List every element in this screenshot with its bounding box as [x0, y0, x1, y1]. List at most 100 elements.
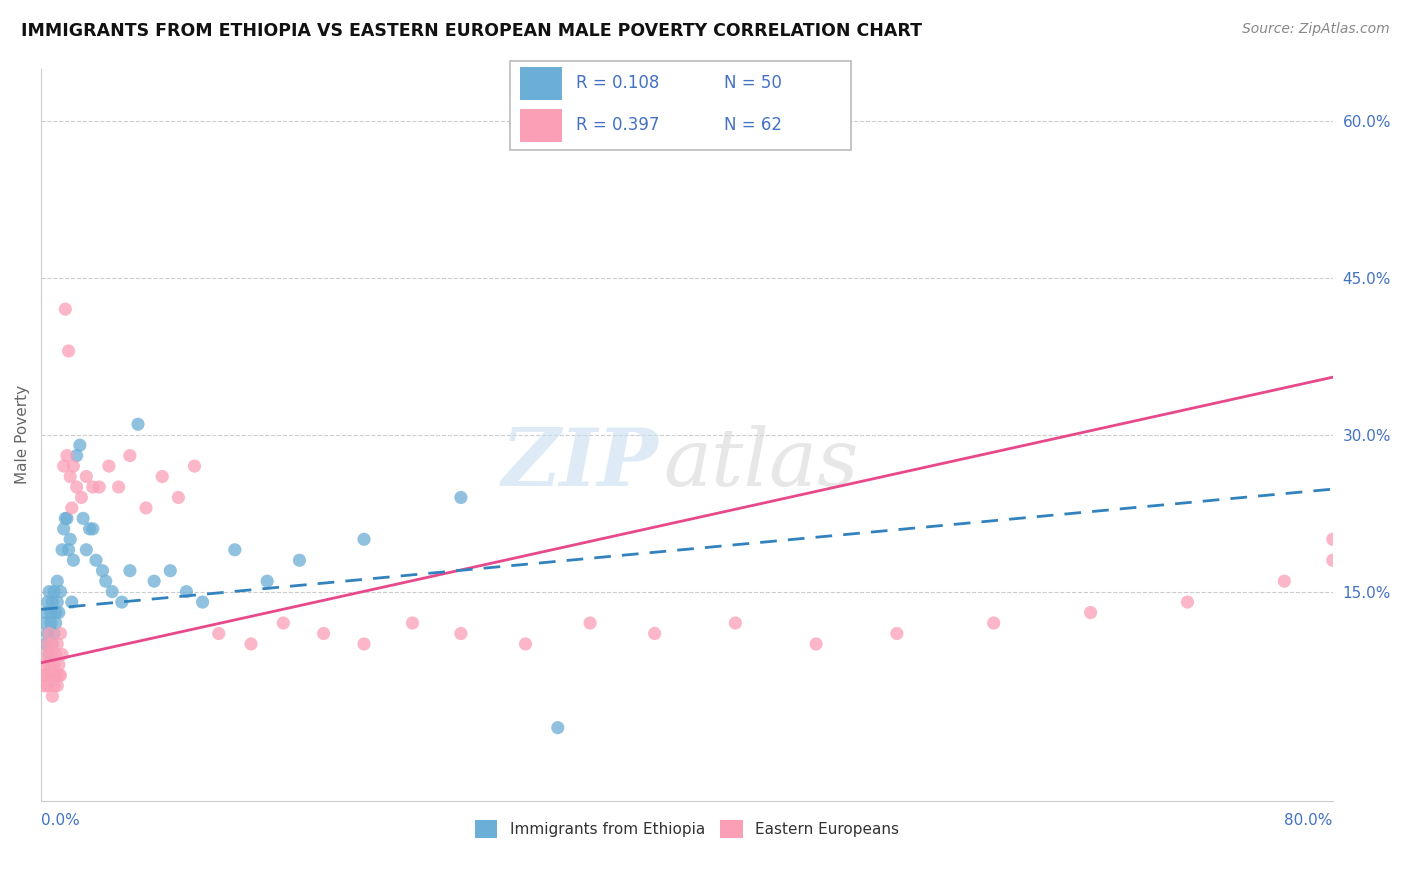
Point [37, 637, 59, 651]
Point [46, 595, 69, 609]
Point [127, 417, 149, 432]
Point [51, 648, 73, 662]
Point [41, 637, 63, 651]
Point [94, 574, 117, 589]
Point [159, 564, 181, 578]
Point [41, 595, 63, 609]
Point [46, 637, 69, 651]
Point [91, 564, 114, 578]
Text: ZIP: ZIP [502, 425, 658, 503]
Point [1272, 574, 1295, 589]
Point [41, 690, 63, 704]
Point [49, 584, 72, 599]
Point [39, 648, 62, 662]
Point [118, 564, 141, 578]
Point [48, 668, 70, 682]
Point [59, 533, 82, 547]
Point [118, 449, 141, 463]
Point [35, 668, 58, 682]
Point [39, 615, 62, 630]
Text: 80.0%: 80.0% [1285, 814, 1333, 829]
Point [48, 657, 70, 672]
Point [34, 679, 56, 693]
Point [353, 637, 375, 651]
Point [1322, 533, 1344, 547]
Point [312, 626, 335, 640]
Point [401, 615, 423, 630]
Point [46, 574, 69, 589]
Point [48, 606, 70, 620]
Point [38, 657, 60, 672]
Text: R = 0.397: R = 0.397 [576, 117, 659, 135]
Point [56, 511, 79, 525]
Point [38, 648, 60, 662]
Point [84, 553, 107, 567]
Point [183, 459, 205, 474]
Point [167, 491, 190, 505]
Point [42, 657, 65, 672]
Point [59, 469, 82, 483]
Text: 0.0%: 0.0% [41, 814, 80, 829]
Point [39, 606, 62, 620]
Point [97, 459, 120, 474]
Point [38, 626, 60, 640]
Text: N = 62: N = 62 [724, 117, 782, 135]
Point [62, 459, 84, 474]
Point [42, 584, 65, 599]
Point [886, 626, 908, 640]
Point [45, 648, 67, 662]
Point [1177, 595, 1199, 609]
Text: Source: ZipAtlas.com: Source: ZipAtlas.com [1241, 22, 1389, 37]
Point [35, 637, 58, 651]
Point [58, 542, 80, 557]
Point [176, 584, 198, 599]
Point [107, 480, 129, 494]
Point [42, 679, 65, 693]
Point [49, 626, 72, 640]
Point [191, 595, 214, 609]
Point [1322, 553, 1344, 567]
Legend: Immigrants from Ethiopia, Eastern Europeans: Immigrants from Ethiopia, Eastern Europe… [468, 814, 905, 845]
Point [69, 438, 91, 452]
Point [42, 626, 65, 640]
Y-axis label: Male Poverty: Male Poverty [15, 385, 30, 484]
Point [515, 637, 537, 651]
Point [37, 595, 59, 609]
Point [82, 480, 104, 494]
Point [38, 584, 60, 599]
Text: atlas: atlas [664, 425, 859, 503]
Point [256, 574, 278, 589]
Point [35, 606, 58, 620]
Point [143, 574, 166, 589]
Point [31, 668, 53, 682]
Point [89, 480, 111, 494]
Point [724, 615, 747, 630]
Point [37, 626, 59, 640]
Point [224, 542, 246, 557]
Point [35, 648, 58, 662]
Point [101, 584, 124, 599]
Point [579, 615, 602, 630]
Point [450, 626, 472, 640]
Point [41, 637, 63, 651]
Point [60, 595, 83, 609]
Point [56, 449, 79, 463]
Point [45, 606, 67, 620]
Point [53, 511, 76, 525]
Point [111, 595, 134, 609]
FancyBboxPatch shape [520, 110, 562, 142]
Point [75, 542, 97, 557]
Point [34, 615, 56, 630]
Point [547, 721, 569, 735]
Point [1080, 606, 1102, 620]
Point [72, 511, 94, 525]
Point [271, 615, 294, 630]
Point [66, 480, 89, 494]
Point [34, 657, 56, 672]
Point [135, 500, 157, 515]
Point [52, 459, 75, 474]
Point [58, 343, 80, 358]
Point [52, 522, 75, 536]
Point [49, 668, 72, 682]
Text: N = 50: N = 50 [724, 74, 782, 92]
